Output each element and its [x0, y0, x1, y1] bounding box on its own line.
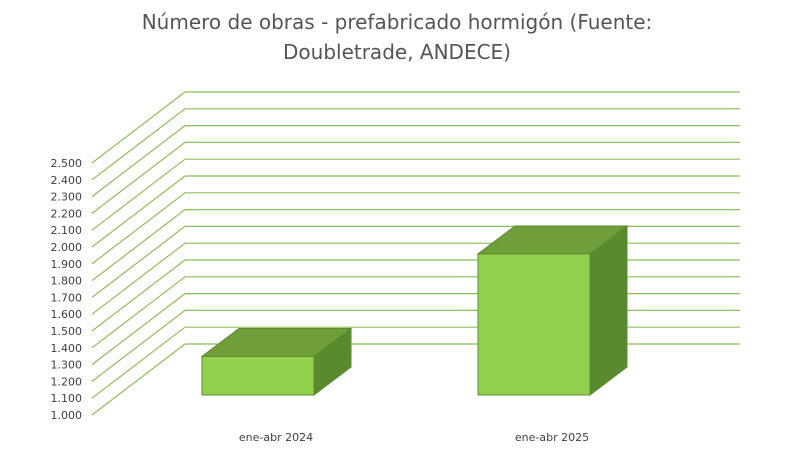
gridline: [91, 242, 740, 315]
x-tick-label: ene-abr 2025: [515, 431, 589, 444]
gridline: [91, 209, 740, 282]
gridline: [91, 309, 740, 382]
bar: [477, 253, 591, 396]
gridline: [91, 326, 740, 399]
y-tick-label: 2.200: [51, 207, 83, 220]
chart-title-line-1: Número de obras - prefabricado hormigón …: [141, 10, 653, 34]
y-tick-label: 2.400: [51, 174, 83, 187]
gridline: [91, 91, 740, 164]
y-tick-label: 1.700: [51, 291, 83, 304]
gridline: [91, 141, 740, 214]
y-tick-label: 2.100: [51, 224, 83, 237]
gridline: [91, 192, 740, 265]
y-tick-label: 1.000: [51, 409, 83, 422]
gridline: [91, 343, 740, 416]
y-tick-label: 2.300: [51, 191, 83, 204]
y-tick-label: 1.600: [51, 308, 83, 321]
y-tick-label: 1.900: [51, 258, 83, 271]
gridline: [91, 124, 740, 198]
gridline: [91, 225, 740, 298]
gridline: [91, 108, 740, 181]
x-tick-label: ene-abr 2024: [239, 431, 313, 444]
gridline: [91, 175, 740, 248]
chart-title-line-2: Doubletrade, ANDECE): [283, 40, 511, 64]
y-tick-label: 1.500: [51, 325, 83, 338]
gridline: [91, 259, 740, 332]
y-tick-label: 1.100: [51, 392, 83, 405]
gridline: [91, 158, 740, 231]
gridline: [91, 276, 740, 349]
y-tick-label: 1.200: [51, 375, 83, 388]
bar-side: [589, 224, 628, 397]
bar: [201, 355, 315, 396]
y-tick-label: 1.400: [51, 342, 83, 355]
y-tick-label: 1.800: [51, 275, 83, 288]
y-tick-label: 2.000: [51, 241, 83, 254]
y-tick-label: 1.300: [51, 359, 83, 372]
gridline: [91, 293, 740, 366]
y-tick-label: 2.500: [51, 157, 83, 170]
